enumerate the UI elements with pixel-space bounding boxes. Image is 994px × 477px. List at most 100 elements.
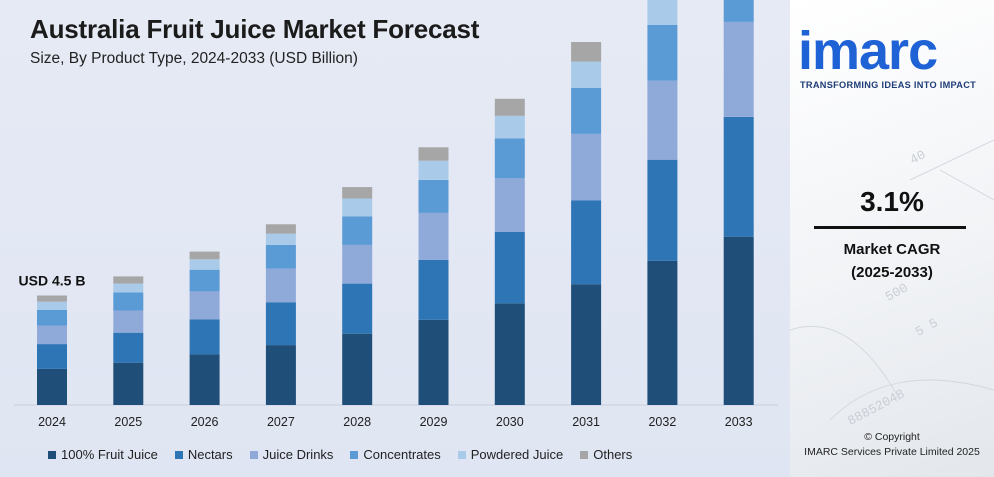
x-tick-label: 2031 (572, 415, 600, 429)
bar-segment-2025-s1 (113, 332, 144, 363)
bar-segment-2027-s1 (265, 302, 296, 346)
cagr-divider (814, 226, 966, 229)
bar-segment-2024-s2 (37, 325, 67, 345)
bar-segment-2024-s5 (37, 295, 67, 302)
legend-swatch (249, 450, 258, 459)
chart-panel: Australia Fruit Juice Market Forecast Si… (0, 0, 790, 477)
bar-segment-2028-s0 (342, 333, 373, 405)
legend: 100% Fruit Juice Nectars Juice Drinks Conce… (48, 447, 649, 462)
value-labels: USD 4.5 BUSD 6.1 B (19, 273, 86, 289)
chart-subtitle: Size, By Product Type, 2024-2033 (USD Bi… (30, 50, 358, 67)
bar-stacks (37, 0, 754, 405)
bar-segment-2027-s4 (265, 233, 296, 245)
bar-segment-2031-s5 (571, 42, 602, 62)
bar-segment-2031-s2 (571, 133, 602, 201)
chart-title: Australia Fruit Juice Market Forecast (30, 14, 480, 44)
cagr-label-line1: Market CAGR (843, 241, 941, 258)
legend-item: Powdered Juice (457, 447, 564, 462)
cagr-value: 3.1% (860, 186, 924, 217)
imarc-logo: imarc (798, 21, 938, 81)
bar-segment-2028-s5 (342, 187, 373, 199)
x-tick-label: 2030 (496, 415, 524, 429)
bar-segment-2026-s1 (189, 319, 220, 355)
legend-label: Juice Drinks (262, 447, 334, 462)
logo-tagline: TRANSFORMING IDEAS INTO IMPACT (800, 80, 977, 90)
x-tick-label: 2026 (191, 415, 219, 429)
bar-segment-2028-s4 (342, 198, 373, 217)
x-tick-label: 2029 (420, 415, 448, 429)
bar-segment-2033-s3 (723, 0, 754, 22)
x-tick-label: 2028 (343, 415, 371, 429)
bar-segment-2032-s4 (647, 0, 678, 25)
bar-segment-2032-s3 (647, 24, 678, 81)
legend-item: Juice Drinks (249, 447, 334, 462)
x-tick-label: 2032 (648, 415, 676, 429)
bar-segment-2025-s4 (113, 283, 144, 293)
copyright-line2: IMARC Services Private Limited 2025 (804, 446, 980, 458)
bar-segment-2031-s3 (571, 87, 602, 134)
bar-segment-2024-s0 (37, 368, 67, 405)
bar-segment-2024-s1 (37, 344, 67, 369)
bar-segment-2027-s3 (265, 244, 296, 269)
bar-segment-2029-s4 (418, 160, 449, 180)
bar-segment-2030-s2 (494, 178, 525, 232)
bar-segment-2025-s0 (113, 362, 144, 405)
bar-segment-2029-s0 (418, 319, 449, 405)
legend-item: Others (580, 447, 632, 462)
decorative-graphic (790, 139, 994, 421)
value-label-2024: USD 4.5 B (19, 273, 86, 289)
legend-item: Concentrates (350, 447, 441, 462)
bar-segment-2029-s2 (418, 212, 449, 260)
legend-item: Nectars (174, 447, 233, 462)
bar-segment-2024-s4 (37, 301, 67, 310)
bar-segment-2027-s5 (265, 224, 296, 234)
bar-segment-2029-s1 (418, 259, 449, 320)
cagr-label-line2: (2025-2033) (851, 264, 933, 281)
copyright: © Copyright IMARC Services Private Limit… (790, 430, 994, 460)
side-panel: 40 500 5 5 88852048 imarc TRANSFORMING I… (790, 0, 994, 477)
bar-segment-2029-s5 (418, 147, 449, 161)
bar-segment-2026-s0 (189, 354, 220, 405)
bar-segment-2027-s2 (265, 268, 296, 303)
bar-segment-2033-s2 (723, 21, 754, 117)
legend-swatch (174, 450, 183, 459)
bar-segment-2029-s3 (418, 179, 449, 213)
bar-segment-2025-s5 (113, 276, 144, 284)
bar-segment-2024-s3 (37, 310, 67, 326)
bar-segment-2030-s5 (494, 98, 525, 116)
bar-segment-2026-s2 (189, 291, 220, 320)
bar-segment-2026-s5 (189, 251, 220, 260)
x-tick-label: 2033 (725, 415, 753, 429)
x-tick-label: 2027 (267, 415, 295, 429)
bar-segment-2026-s4 (189, 259, 220, 270)
legend-label: Nectars (187, 447, 233, 462)
bar-segment-2031-s4 (571, 61, 602, 88)
legend-label: Concentrates (363, 447, 441, 462)
x-tick-label: 2025 (114, 415, 142, 429)
legend-swatch (48, 450, 56, 459)
bar-segment-2030-s1 (494, 232, 525, 304)
x-tick-label: 2024 (38, 415, 66, 429)
copyright-line1: © Copyright (864, 431, 920, 443)
bar-segment-2027-s0 (265, 345, 296, 405)
bar-segment-2028-s2 (342, 244, 373, 284)
bar-segment-2030-s4 (494, 115, 525, 139)
bar-segment-2031-s0 (571, 284, 602, 405)
bar-segment-2028-s1 (342, 283, 373, 334)
bar-segment-2030-s3 (494, 138, 525, 179)
bar-segment-2025-s2 (113, 310, 144, 333)
legend-label: 100% Fruit Juice (61, 447, 158, 462)
legend-label: Powdered Juice (470, 447, 564, 462)
legend-swatch (580, 450, 589, 459)
bar-segment-2032-s1 (647, 159, 678, 261)
legend-swatch (350, 450, 359, 459)
bar-segment-2025-s3 (113, 292, 144, 311)
bar-segment-2033-s0 (723, 236, 754, 405)
bar-segment-2032-s2 (647, 80, 678, 160)
legend-label: Others (593, 447, 633, 462)
bar-segment-2032-s0 (647, 260, 678, 405)
legend-item: 100% Fruit Juice (48, 447, 158, 462)
bar-segment-2030-s0 (494, 303, 525, 405)
chart-plot: 2024 2025 2026 2027 2028 2029 2030 2031 2032 2033… (14, 0, 778, 429)
bar-segment-2028-s3 (342, 216, 373, 245)
